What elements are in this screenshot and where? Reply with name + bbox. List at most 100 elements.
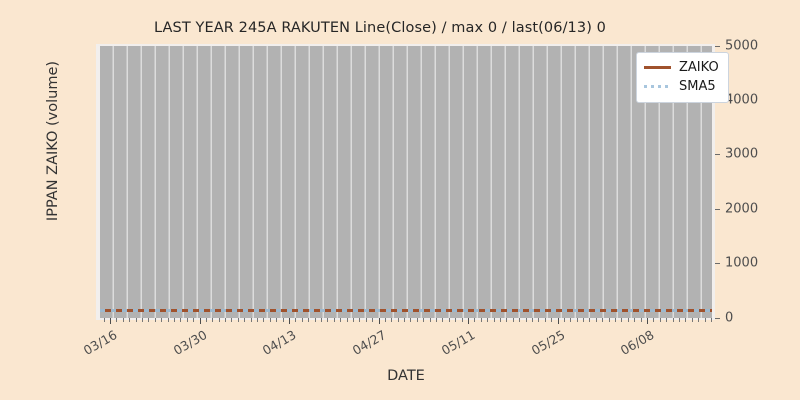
- x-tick-minor: [301, 318, 303, 322]
- x-axis-title: DATE: [387, 368, 425, 384]
- x-tick-minor: [122, 318, 124, 322]
- x-tick-minor: [250, 318, 252, 322]
- x-tick-label: 06/08: [617, 327, 657, 359]
- x-tick-minor: [691, 318, 693, 322]
- x-tick-minor: [538, 318, 540, 322]
- x-tick-minor: [314, 318, 316, 322]
- x-tick-minor: [512, 318, 514, 322]
- x-tick-minor: [391, 318, 393, 322]
- x-tick-major: [647, 318, 648, 324]
- x-tick-minor: [269, 318, 271, 322]
- x-tick-minor: [506, 318, 508, 322]
- x-tick-minor: [225, 318, 227, 322]
- series-line-sma5: [100, 309, 712, 312]
- x-tick-minor: [544, 318, 546, 322]
- y-tick-label: 3000: [725, 146, 759, 162]
- x-tick-minor: [448, 318, 450, 322]
- x-tick-minor: [327, 318, 329, 322]
- x-tick-minor: [710, 318, 712, 322]
- legend-swatch-icon: [644, 85, 671, 88]
- x-tick-minor: [608, 318, 610, 322]
- x-tick-minor: [576, 318, 578, 322]
- x-tick-minor: [653, 318, 655, 322]
- x-tick-minor: [231, 318, 233, 322]
- x-tick-minor: [442, 318, 444, 322]
- x-tick-minor: [487, 318, 489, 322]
- x-tick-minor: [685, 318, 687, 322]
- x-tick-minor: [531, 318, 533, 322]
- y-tick-mark: [715, 154, 720, 156]
- x-tick-minor: [263, 318, 265, 322]
- x-tick-minor: [180, 318, 182, 322]
- x-tick-minor: [384, 318, 386, 322]
- legend-item[interactable]: ZAIKO: [644, 58, 719, 77]
- x-tick-minor: [135, 318, 137, 322]
- x-tick-minor: [167, 318, 169, 322]
- x-tick-minor: [257, 318, 259, 322]
- x-tick-minor: [397, 318, 399, 322]
- x-tick-minor: [365, 318, 367, 322]
- x-axis: 03/16 03/30 04/13 04/27 05/11 05/25 06/08: [81, 318, 712, 388]
- y-axis-title: IPPAN ZAIKO (volume): [45, 60, 61, 222]
- y-tick-mark: [715, 45, 720, 47]
- y-axis: 0 1000 2000 3000 4000 5000: [715, 39, 795, 324]
- x-tick-minor: [154, 318, 156, 322]
- y-tick-label: 4000: [725, 92, 759, 108]
- x-tick-minor: [499, 318, 501, 322]
- legend-item-label: ZAIKO: [679, 60, 719, 75]
- x-tick-minor: [416, 318, 418, 322]
- plot-area: [100, 46, 712, 318]
- x-tick-minor: [129, 318, 131, 322]
- x-tick-minor: [148, 318, 150, 322]
- x-tick-minor: [640, 318, 642, 322]
- x-tick-minor: [461, 318, 463, 322]
- legend-item[interactable]: SMA5: [644, 77, 719, 96]
- chart-legend: ZAIKO SMA5: [636, 52, 729, 103]
- x-tick-minor: [480, 318, 482, 322]
- x-tick-minor: [173, 318, 175, 322]
- x-tick-major: [378, 318, 380, 324]
- y-tick-label: 0: [725, 310, 734, 325]
- y-tick-mark: [715, 263, 720, 265]
- x-tick-minor: [436, 318, 438, 322]
- x-tick-minor: [423, 318, 425, 322]
- x-tick-minor: [570, 318, 572, 322]
- legend-item-label: SMA5: [679, 79, 716, 94]
- x-tick-major: [199, 318, 201, 324]
- x-tick-major: [557, 318, 559, 324]
- y-tick-mark: [715, 317, 720, 319]
- x-tick-minor: [429, 318, 431, 322]
- x-tick-minor: [589, 318, 591, 322]
- x-tick-minor: [621, 318, 623, 322]
- x-tick-minor: [103, 318, 105, 322]
- x-tick-minor: [141, 318, 143, 322]
- x-tick-minor: [346, 318, 348, 322]
- x-tick-minor: [615, 318, 617, 322]
- chart-title: LAST YEAR 245A RAKUTEN Line(Close) / max…: [154, 20, 606, 36]
- x-tick-minor: [116, 318, 118, 322]
- x-tick-minor: [678, 318, 680, 322]
- x-tick-minor: [308, 318, 310, 322]
- x-tick-minor: [595, 318, 597, 322]
- x-tick-minor: [320, 318, 322, 322]
- x-tick-minor: [237, 318, 239, 322]
- x-tick-major: [468, 318, 469, 324]
- x-tick-minor: [493, 318, 495, 322]
- x-tick-minor: [659, 318, 661, 322]
- x-tick-minor: [333, 318, 335, 322]
- x-tick-label: 04/13: [259, 327, 299, 359]
- x-tick-minor: [295, 318, 297, 322]
- legend-swatch-icon: [644, 66, 671, 69]
- x-tick-label: 03/16: [80, 327, 120, 359]
- x-tick-minor: [410, 318, 412, 322]
- x-tick-minor: [519, 318, 521, 322]
- x-tick-major: [110, 318, 111, 324]
- x-tick-minor: [352, 318, 354, 322]
- x-tick-minor: [282, 318, 284, 322]
- gridlines-vertical: [100, 46, 712, 318]
- x-tick-label: 05/25: [528, 327, 567, 359]
- x-tick-minor: [372, 318, 374, 322]
- y-tick-label: 1000: [725, 255, 759, 271]
- x-tick-minor: [218, 318, 220, 322]
- x-tick-minor: [404, 318, 406, 322]
